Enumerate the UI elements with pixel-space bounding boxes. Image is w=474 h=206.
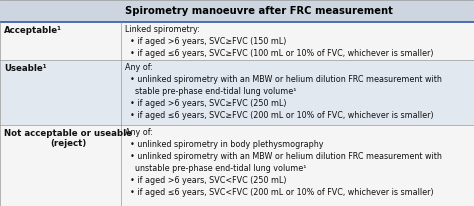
Bar (0, 22, 121, 60)
Text: Spirometry manoeuvre after FRC measurement: Spirometry manoeuvre after FRC measureme… (125, 6, 393, 16)
Text: Not acceptable or useable
(reject): Not acceptable or useable (reject) (4, 129, 132, 148)
Text: Acceptable¹: Acceptable¹ (4, 26, 62, 35)
Text: Linked spirometry:
  • if aged >6 years, SVC≥FVC (150 mL)
  • if aged ≤6 years, : Linked spirometry: • if aged >6 years, S… (125, 25, 433, 58)
Bar (121, 60, 474, 125)
Text: Useable¹: Useable¹ (4, 64, 46, 73)
Bar (121, 125, 474, 206)
Text: Any of:
  • unlinked spirometry in body plethysmography
  • unlinked spirometry : Any of: • unlinked spirometry in body pl… (125, 128, 442, 197)
Bar (121, 22, 474, 60)
Bar (0, 0, 474, 22)
Bar (0, 60, 121, 125)
Text: Any of:
  • unlinked spirometry with an MBW or helium dilution FRC measurement w: Any of: • unlinked spirometry with an MB… (125, 63, 442, 120)
Bar (0, 125, 121, 206)
